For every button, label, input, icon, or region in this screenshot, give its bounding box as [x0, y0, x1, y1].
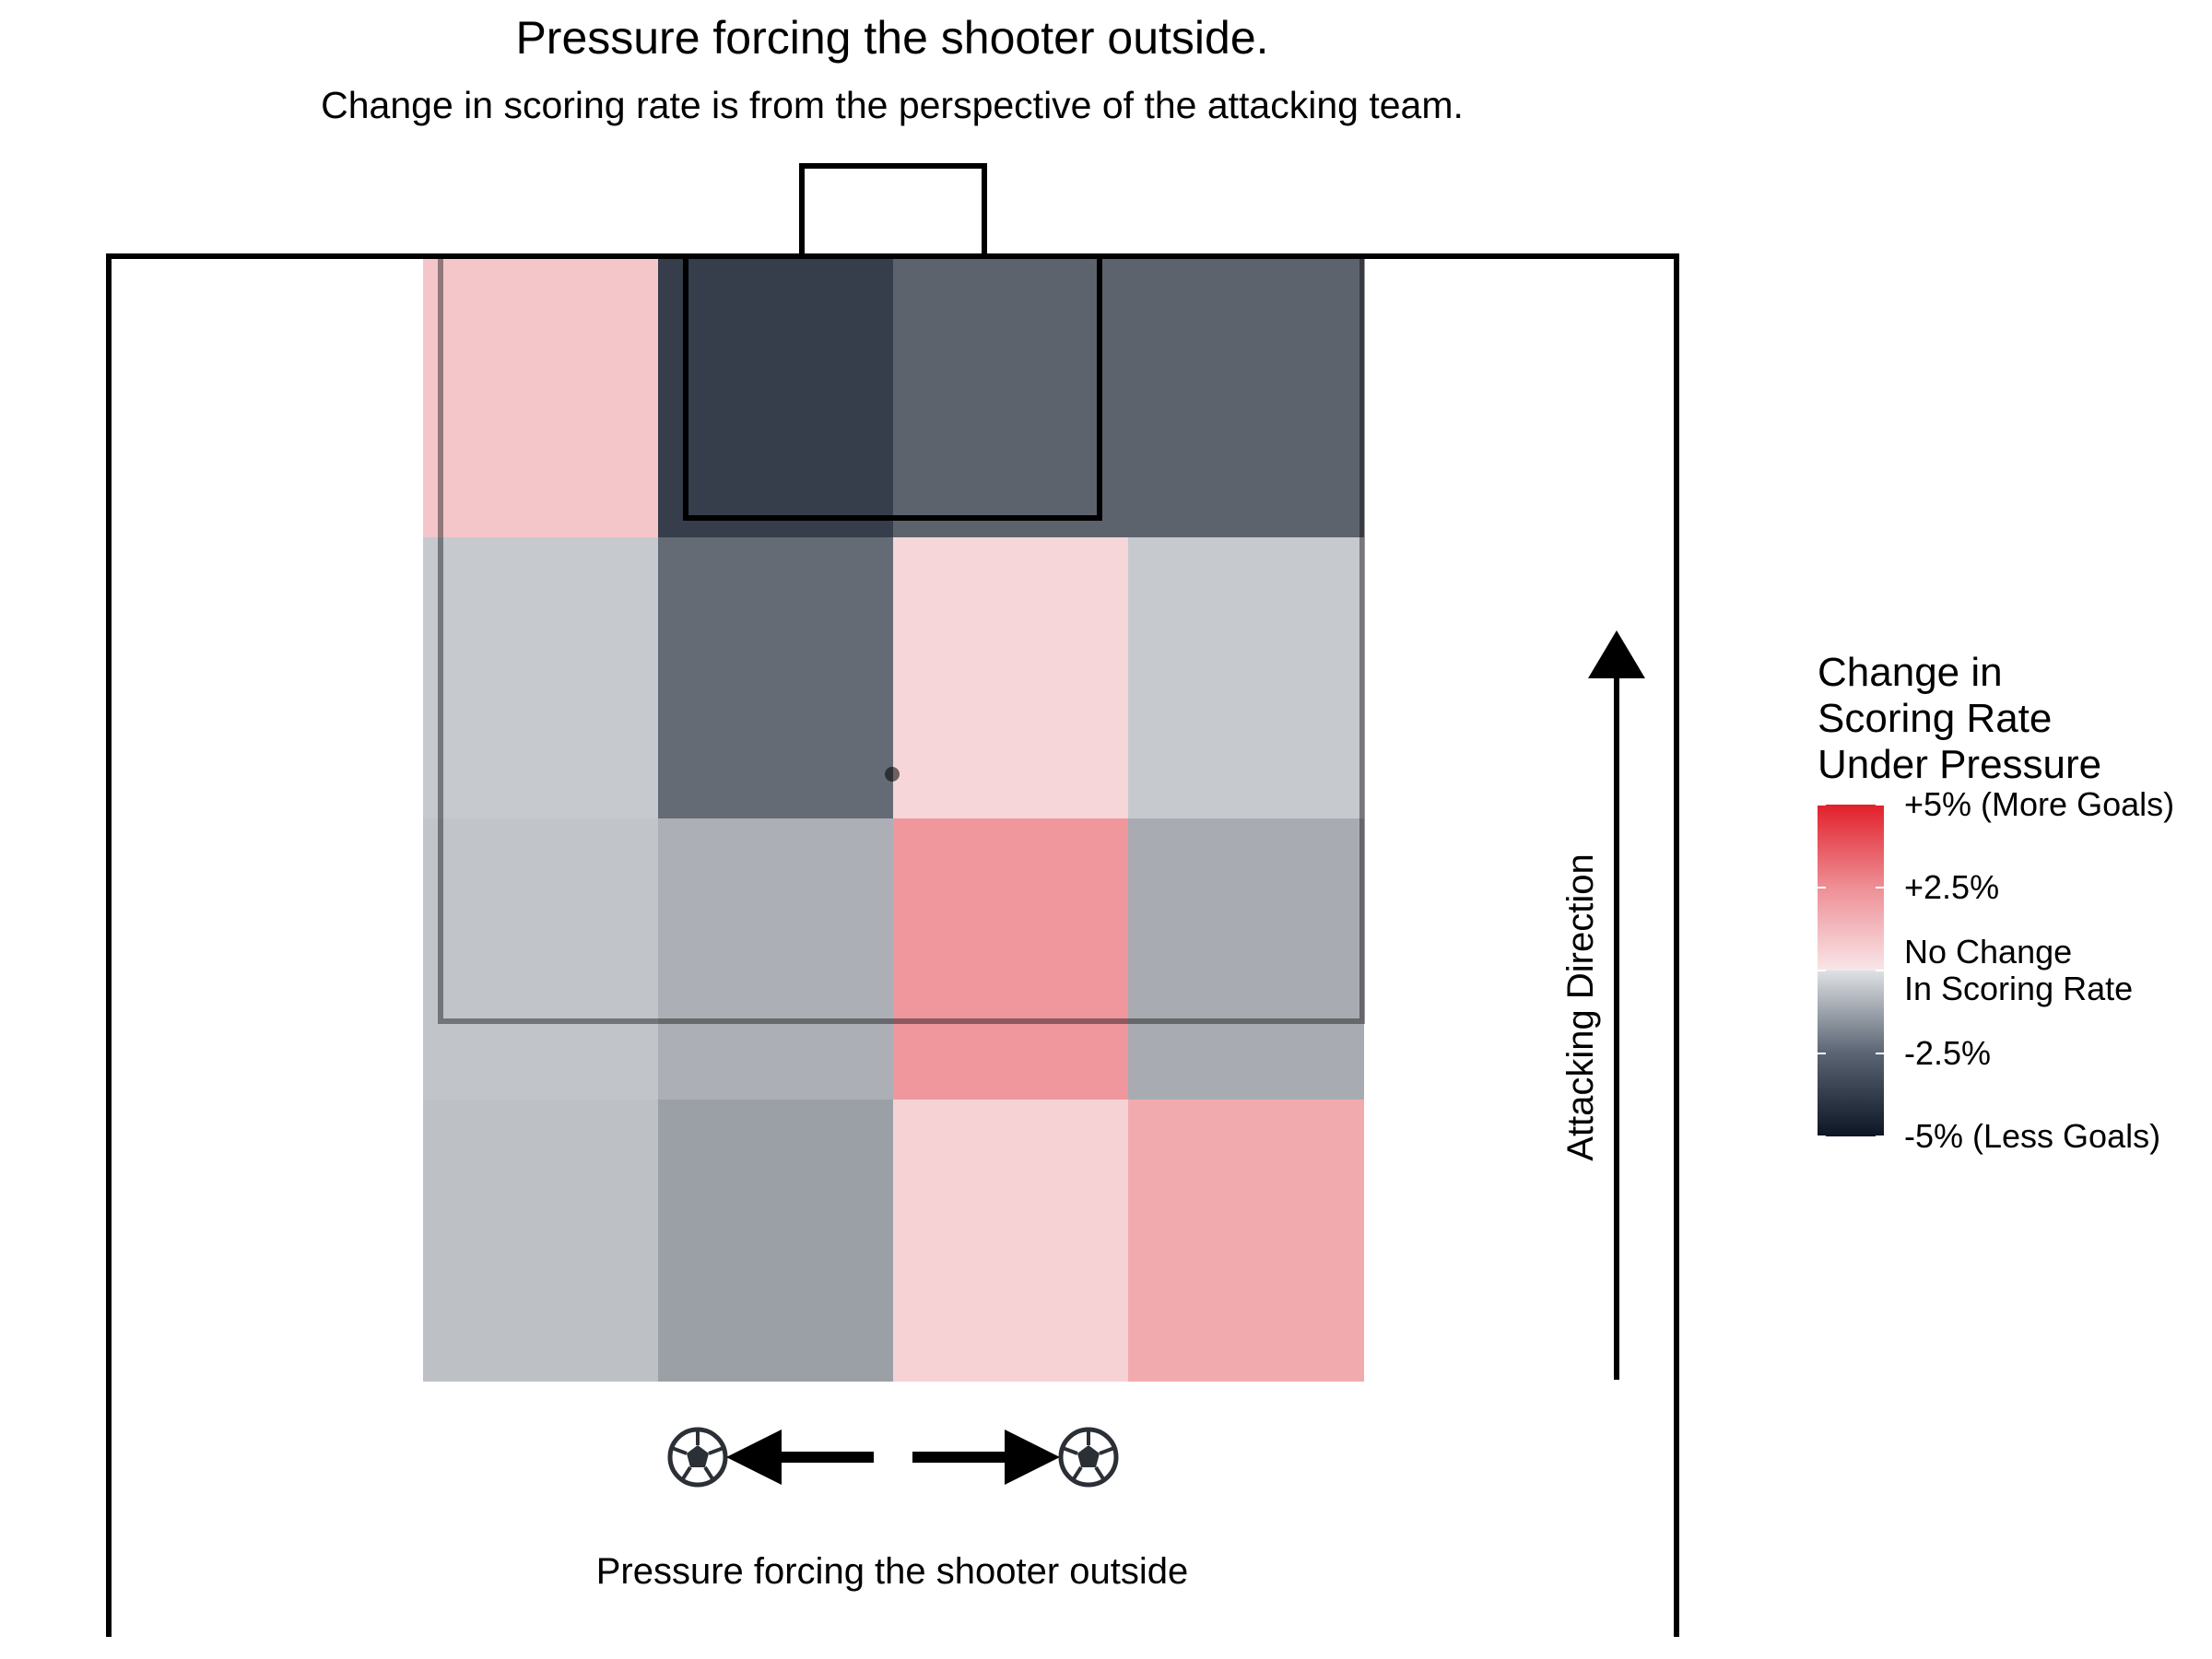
heatmap-cell-r4-c2	[658, 1100, 894, 1382]
heatmap-cell-r3-c3	[893, 818, 1129, 1100]
legend-title-line-2: Scoring Rate	[1818, 696, 2052, 741]
heatmap-cell-r1-c1	[423, 256, 659, 538]
soccer-ball-icon	[667, 1427, 728, 1488]
legend: Change in Scoring Rate Under Pressure +5…	[1818, 650, 2174, 1155]
penalty-area	[438, 253, 1365, 1024]
legend-color-bar	[1818, 805, 1884, 1136]
legend-tick-label: -2.5%	[1904, 1034, 1991, 1072]
x-axis-label: Pressure forcing the shooter outside	[596, 1551, 1189, 1592]
heatmap-cell-r2-c3	[893, 537, 1129, 819]
heatmap-cell-r4-c3	[893, 1100, 1129, 1382]
legend-tick-label: No Change In Scoring Rate	[1904, 933, 2133, 1007]
pitch-lines	[106, 163, 1679, 1637]
heatmap-cell-r1-c4	[1128, 256, 1364, 538]
soccer-ball-icon	[1058, 1427, 1119, 1488]
heatmap-cells	[423, 256, 1364, 1382]
heatmap-cell-r4-c1	[423, 1100, 659, 1382]
goal-frame	[799, 163, 987, 259]
chart-title: Pressure forcing the shooter outside.	[515, 12, 1268, 64]
heatmap-cell-r4-c4	[1128, 1100, 1364, 1382]
legend-tick-label: +2.5%	[1904, 868, 1999, 906]
arrow-up-head	[1588, 630, 1645, 678]
legend-title-line-1: Change in	[1818, 650, 2003, 695]
legend-tick-label: -5% (Less Goals)	[1904, 1117, 2160, 1155]
heatmap-cell-r3-c1	[423, 818, 659, 1100]
pressure-direction-indicator	[667, 1427, 1119, 1488]
heatmap-cell-r2-c4	[1128, 537, 1364, 819]
heatmap-cell-r1-c2	[658, 256, 894, 538]
heatmap-cell-r2-c1	[423, 537, 659, 819]
heatmap-cell-r3-c2	[658, 818, 894, 1100]
heatmap-cell-r1-c3	[893, 256, 1129, 538]
legend-tick-label: +5% (More Goals)	[1904, 785, 2174, 823]
legend-title-line-3: Under Pressure	[1818, 742, 2101, 787]
legend-ticks: +5% (More Goals) +2.5% No Change In Scoring…	[1818, 785, 2174, 1155]
heatmap-cell-r2-c2	[658, 537, 894, 819]
chart-subtitle: Change in scoring rate is from the persp…	[321, 84, 1464, 126]
penalty-spot	[885, 767, 900, 782]
direction-label: Attacking Direction	[1560, 853, 1601, 1160]
heatmap-cell-r3-c4	[1128, 818, 1364, 1100]
six-yard-box	[683, 253, 1102, 521]
